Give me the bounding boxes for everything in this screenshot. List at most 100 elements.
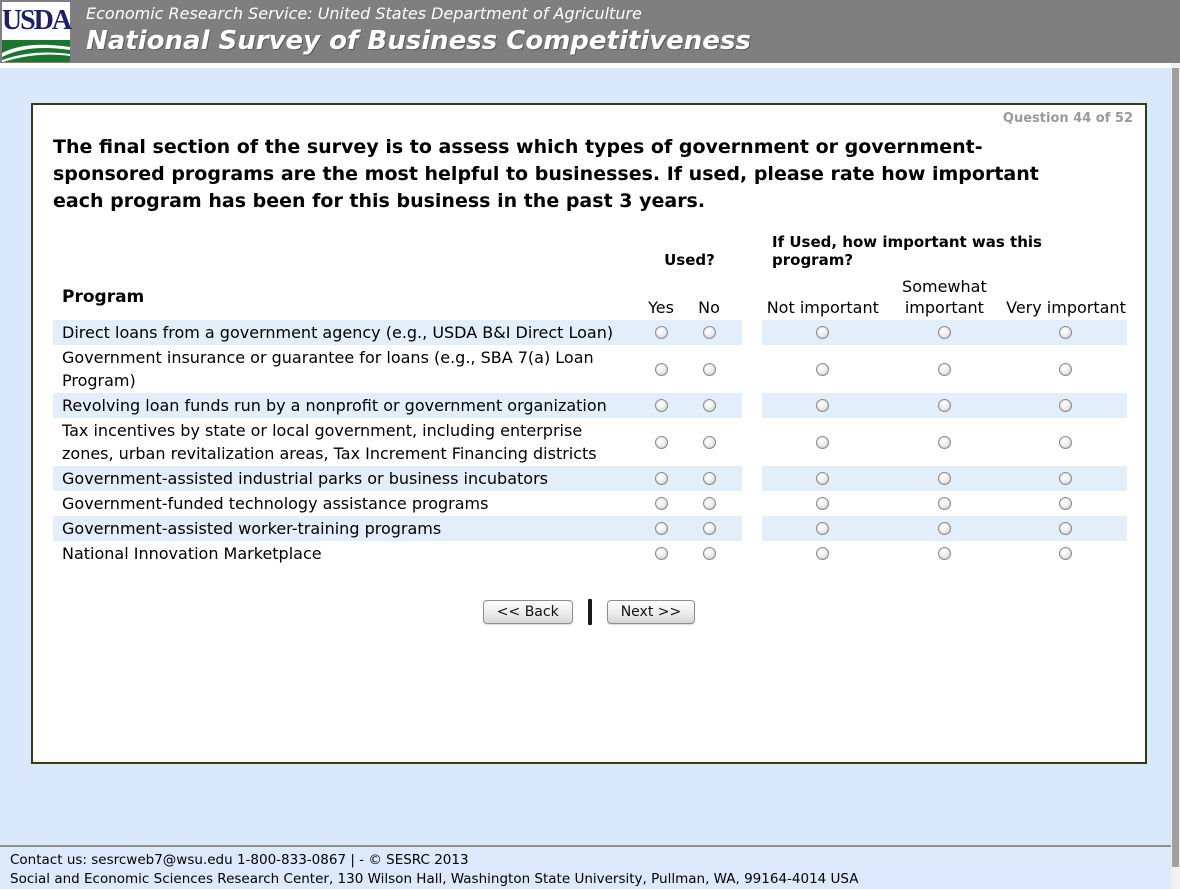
radio-used-no[interactable] <box>685 362 733 376</box>
radio-button-icon[interactable] <box>816 399 830 412</box>
radio-button-icon[interactable] <box>816 326 830 339</box>
radio-used-yes[interactable] <box>637 326 685 339</box>
radio-button-icon[interactable] <box>654 497 668 510</box>
radio-button-icon[interactable] <box>937 497 951 510</box>
radio-somewhat-important[interactable] <box>884 435 1006 449</box>
radio-used-no[interactable] <box>685 472 733 485</box>
radio-button-icon[interactable] <box>937 472 951 485</box>
radio-very-important[interactable] <box>1005 547 1127 560</box>
radio-somewhat-important[interactable] <box>884 472 1006 485</box>
radio-very-important[interactable] <box>1005 399 1127 412</box>
radio-used-yes[interactable] <box>637 362 685 376</box>
radio-used-yes[interactable] <box>637 435 685 449</box>
table-row: Government insurance or guarantee for lo… <box>53 345 1145 393</box>
radio-button-icon[interactable] <box>702 497 716 510</box>
no-column-label: No <box>698 298 720 317</box>
radio-used-no[interactable] <box>685 326 733 339</box>
program-label: Tax incentives by state or local governm… <box>62 421 597 463</box>
footer-address-line: Social and Economic Sciences Research Ce… <box>10 871 859 887</box>
program-label: Revolving loan funds run by a nonprofit … <box>62 396 607 415</box>
radio-button-icon[interactable] <box>937 326 951 339</box>
radio-not-important[interactable] <box>762 435 884 449</box>
not-important-label: Not important <box>766 298 879 317</box>
radio-button-icon[interactable] <box>1059 497 1073 510</box>
table-row: Revolving loan funds run by a nonprofit … <box>53 393 1145 418</box>
radio-button-icon[interactable] <box>702 547 716 560</box>
usda-logo-text: USDA <box>1 5 72 36</box>
program-label: Government-assisted industrial parks or … <box>62 469 548 488</box>
radio-used-yes[interactable] <box>637 547 685 560</box>
radio-button-icon[interactable] <box>654 435 668 449</box>
radio-button-icon[interactable] <box>702 435 716 449</box>
radio-used-yes[interactable] <box>637 522 685 535</box>
radio-button-icon[interactable] <box>654 547 668 560</box>
table-row: National Innovation Marketplace <box>53 541 1145 566</box>
radio-not-important[interactable] <box>762 362 884 376</box>
radio-button-icon[interactable] <box>702 522 716 535</box>
radio-button-icon[interactable] <box>654 399 668 412</box>
radio-button-icon[interactable] <box>654 522 668 535</box>
agency-subtitle: Economic Research Service: United States… <box>86 4 642 23</box>
scrollbar-thumb[interactable] <box>1172 68 1179 867</box>
radio-button-icon[interactable] <box>816 547 830 560</box>
radio-used-no[interactable] <box>685 497 733 510</box>
radio-somewhat-important[interactable] <box>884 399 1006 412</box>
radio-used-no[interactable] <box>685 435 733 449</box>
vertical-scrollbar[interactable] <box>1171 63 1180 889</box>
radio-very-important[interactable] <box>1005 522 1127 535</box>
importance-column-header: If Used, how important was this program? <box>772 233 1042 269</box>
radio-button-icon[interactable] <box>816 497 830 510</box>
radio-not-important[interactable] <box>762 522 884 535</box>
radio-button-icon[interactable] <box>654 472 668 485</box>
back-button[interactable]: << Back <box>482 600 573 624</box>
radio-button-icon[interactable] <box>1059 435 1073 449</box>
radio-button-icon[interactable] <box>1059 362 1073 376</box>
radio-used-yes[interactable] <box>637 497 685 510</box>
radio-used-yes[interactable] <box>637 399 685 412</box>
radio-button-icon[interactable] <box>654 362 668 376</box>
radio-button-icon[interactable] <box>937 547 951 560</box>
radio-button-icon[interactable] <box>816 435 830 449</box>
radio-button-icon[interactable] <box>816 522 830 535</box>
radio-very-important[interactable] <box>1005 326 1127 339</box>
radio-button-icon[interactable] <box>702 362 716 376</box>
radio-button-icon[interactable] <box>1059 547 1073 560</box>
radio-button-icon[interactable] <box>702 326 716 339</box>
radio-button-icon[interactable] <box>654 326 668 339</box>
radio-used-no[interactable] <box>685 522 733 535</box>
radio-somewhat-important[interactable] <box>884 326 1006 339</box>
radio-not-important[interactable] <box>762 326 884 339</box>
radio-button-icon[interactable] <box>937 399 951 412</box>
radio-button-icon[interactable] <box>1059 522 1073 535</box>
radio-button-icon[interactable] <box>702 472 716 485</box>
radio-button-icon[interactable] <box>816 472 830 485</box>
radio-very-important[interactable] <box>1005 472 1127 485</box>
radio-button-icon[interactable] <box>702 399 716 412</box>
radio-not-important[interactable] <box>762 472 884 485</box>
radio-button-icon[interactable] <box>937 522 951 535</box>
question-text: The final section of the survey is to as… <box>53 136 1039 212</box>
radio-button-icon[interactable] <box>1059 399 1073 412</box>
radio-very-important[interactable] <box>1005 497 1127 510</box>
radio-not-important[interactable] <box>762 399 884 412</box>
radio-somewhat-important[interactable] <box>884 362 1006 376</box>
radio-not-important[interactable] <box>762 497 884 510</box>
table-body: Direct loans from a government agency (e… <box>53 320 1145 566</box>
radio-somewhat-important[interactable] <box>884 547 1006 560</box>
next-button[interactable]: Next >> <box>606 600 696 624</box>
radio-button-icon[interactable] <box>1059 472 1073 485</box>
app-header: USDA Economic Research Service: United S… <box>0 0 1180 63</box>
radio-used-yes[interactable] <box>637 472 685 485</box>
radio-button-icon[interactable] <box>1059 326 1073 339</box>
radio-used-no[interactable] <box>685 547 733 560</box>
radio-used-no[interactable] <box>685 399 733 412</box>
radio-very-important[interactable] <box>1005 362 1127 376</box>
survey-title: National Survey of Business Competitiven… <box>86 26 751 56</box>
radio-very-important[interactable] <box>1005 435 1127 449</box>
radio-somewhat-important[interactable] <box>884 497 1006 510</box>
radio-button-icon[interactable] <box>937 362 951 376</box>
radio-button-icon[interactable] <box>816 362 830 376</box>
radio-button-icon[interactable] <box>937 435 951 449</box>
radio-somewhat-important[interactable] <box>884 522 1006 535</box>
radio-not-important[interactable] <box>762 547 884 560</box>
